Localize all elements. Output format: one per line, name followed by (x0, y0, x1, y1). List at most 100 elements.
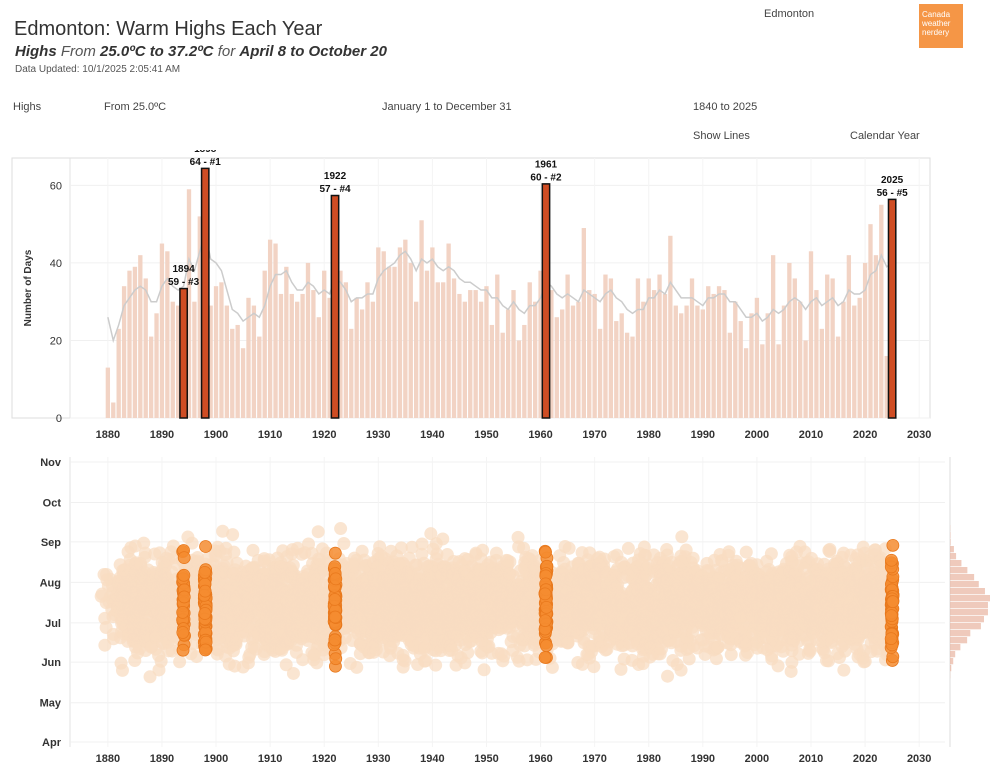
scatter-point (820, 654, 834, 668)
x-tick-label: 1880 (96, 753, 120, 765)
x-tick-label: 2010 (799, 429, 823, 441)
filter-show-lines[interactable]: Show Lines (693, 130, 750, 142)
bar (224, 305, 230, 418)
filter-year-type[interactable]: Calendar Year (850, 130, 920, 142)
scatter-point (384, 641, 398, 655)
filter-year-range[interactable]: 1840 to 2025 (693, 101, 758, 113)
scatter-point (614, 662, 628, 676)
bar (121, 286, 127, 418)
bar (143, 278, 148, 418)
highlight-point (199, 643, 212, 657)
bar (738, 321, 743, 418)
bar (554, 317, 559, 418)
scatter-point (477, 663, 491, 677)
filter-threshold[interactable]: From 25.0ºC (104, 101, 167, 113)
scatter-point (133, 642, 147, 656)
highlight-point (198, 565, 212, 579)
bar (787, 262, 792, 418)
highlight-bar (179, 287, 188, 419)
scatter-point (494, 647, 508, 661)
bar (651, 290, 657, 418)
filter-measure[interactable]: Highs (13, 101, 42, 113)
bar (532, 301, 538, 418)
bar (641, 301, 646, 418)
city-selector[interactable]: Edmonton (764, 8, 815, 20)
bar (473, 290, 478, 418)
bar (338, 270, 343, 418)
bar (814, 290, 819, 418)
scatter-point (429, 658, 443, 672)
scatter-point (873, 553, 887, 567)
scatter-point (674, 663, 688, 677)
bar (289, 293, 294, 418)
highlight-year-label: 1961 (535, 159, 558, 170)
bar (711, 293, 716, 418)
scatter-point (489, 546, 503, 560)
scatter-point (298, 546, 312, 560)
subtitle-for: for (217, 43, 236, 60)
bar (597, 328, 603, 418)
x-tick-label: 1910 (258, 753, 282, 765)
x-tick-label: 1950 (474, 753, 498, 765)
scatter-point (246, 543, 260, 557)
bar (549, 290, 554, 418)
scatter-point (621, 541, 635, 555)
bar (468, 290, 473, 418)
scatter-point (764, 547, 778, 561)
bar (154, 313, 159, 418)
bar (116, 328, 121, 418)
page-title: Edmonton: Warm Highs Each Year (14, 18, 323, 40)
x-tick-label: 1980 (636, 753, 660, 765)
bar (841, 301, 846, 418)
y-tick-label: 0 (56, 413, 62, 425)
x-tick-label: 1950 (474, 429, 498, 441)
bar (462, 301, 468, 418)
x-tick-label: 1960 (528, 753, 552, 765)
scatter-point (190, 650, 204, 664)
bar (587, 290, 592, 418)
bar (608, 278, 614, 418)
scatter-point (875, 607, 889, 621)
scatter-point (783, 548, 797, 562)
scatter-point (113, 558, 127, 572)
filter-date-range[interactable]: January 1 to December 31 (382, 101, 512, 113)
bar (624, 332, 630, 418)
scatter-point (482, 639, 496, 653)
scatter-point (138, 546, 152, 560)
subtitle-dates: April 8 to October 20 (239, 43, 387, 60)
bar (165, 251, 170, 418)
x-tick-label: 2030 (907, 753, 931, 765)
bar (630, 336, 635, 418)
y-tick-label: 60 (50, 180, 62, 192)
scatter-point (152, 663, 166, 677)
bar (219, 282, 224, 418)
scatter-point (334, 522, 348, 536)
bar (414, 301, 419, 418)
bar (808, 251, 814, 418)
scatter-point (458, 552, 472, 566)
bar (370, 301, 376, 418)
x-tick-label: 1920 (312, 429, 336, 441)
bar (111, 402, 116, 418)
scatter-point (337, 536, 351, 550)
brand-logo[interactable]: Canada weather nerdery (919, 4, 963, 48)
scatter-point (461, 646, 475, 660)
scatter-point (587, 660, 601, 674)
highlight-point (198, 584, 212, 598)
scatter-point (822, 543, 836, 557)
y-tick-label: Jul (45, 618, 61, 630)
bar (819, 328, 824, 418)
bar (673, 305, 678, 418)
bar (857, 297, 862, 418)
highlight-point (177, 568, 191, 582)
scatter-point (476, 543, 490, 557)
bar (668, 235, 673, 418)
scatter-point (154, 569, 168, 583)
scatter-point (144, 640, 158, 654)
bar (700, 309, 705, 418)
bar (570, 305, 576, 418)
scatter-point (405, 540, 419, 554)
bar (884, 355, 889, 418)
x-tick-label: 1900 (204, 753, 228, 765)
